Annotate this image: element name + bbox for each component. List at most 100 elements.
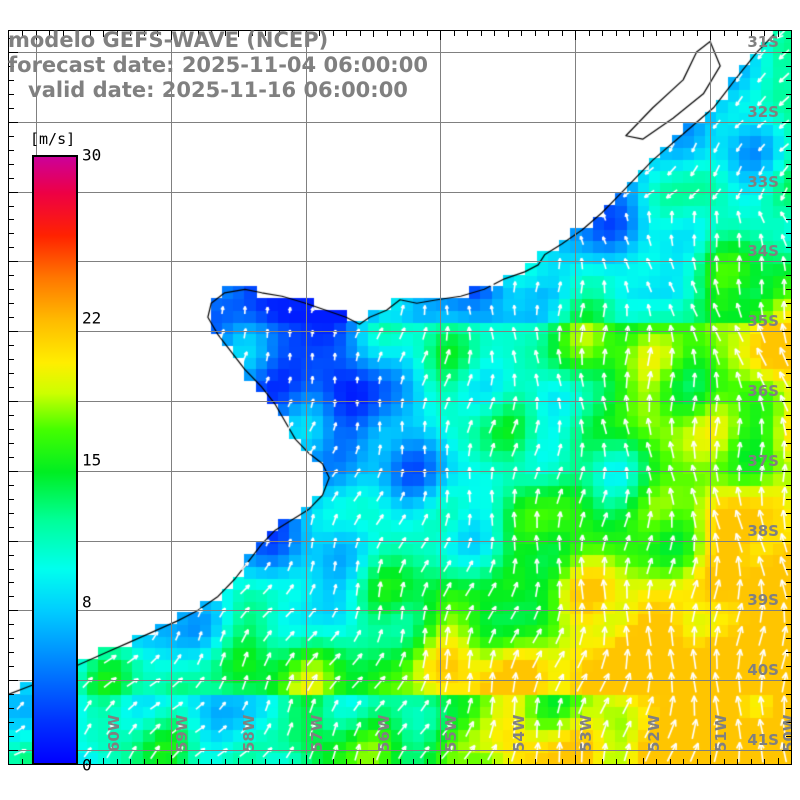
tick-lon-minor [710, 31, 711, 36]
gridline-lat [9, 52, 791, 53]
tick-lat-minor [9, 680, 14, 681]
tick-lat-minor [786, 401, 791, 402]
tick-lon-minor [171, 31, 172, 36]
tick-lat-minor [9, 499, 14, 500]
tick-lon-minor [211, 31, 212, 36]
tick-lat-minor [9, 541, 14, 542]
latitude-label: 32S [747, 103, 779, 121]
tick-lon-minor [697, 31, 698, 36]
tick-lon-minor [535, 31, 536, 36]
gridline-lat [9, 401, 791, 402]
tick-lon-minor [413, 31, 414, 36]
tick-lon-minor [602, 759, 603, 764]
tick-lat-minor [9, 666, 14, 667]
tick-lon-minor [279, 31, 280, 36]
tick-lon-minor [22, 31, 23, 36]
tick-lat-minor [9, 66, 14, 67]
map-plot-area [9, 31, 791, 764]
tick-lat-minor [786, 736, 791, 737]
tick-lon-minor [346, 31, 347, 36]
tick-lat-minor [9, 694, 14, 695]
tick-lon-minor [643, 31, 644, 36]
tick-lon-minor [373, 31, 374, 36]
tick-lon-minor [562, 759, 563, 764]
figure-title-block: modelo GEFS-WAVE (NCEP) forecast date: 2… [8, 28, 428, 103]
tick-lat-minor [9, 331, 14, 332]
tick-lon-minor [292, 759, 293, 764]
tick-lat-minor [786, 485, 791, 486]
gridline-lon [306, 31, 307, 764]
tick-lat-minor [9, 359, 14, 360]
tick-lat-minor [786, 457, 791, 458]
longitude-label: 60W [105, 714, 123, 752]
tick-lon-minor [670, 759, 671, 764]
tick-lat-minor [786, 694, 791, 695]
tick-lon-minor [387, 759, 388, 764]
tick-lon-minor [697, 759, 698, 764]
tick-lon-minor [373, 759, 374, 764]
tick-lat-minor [786, 387, 791, 388]
tick-lon-minor [643, 759, 644, 764]
colorbar-tick-label: 30 [82, 145, 102, 165]
tick-lon-minor [238, 759, 239, 764]
tick-lat-minor [786, 750, 791, 751]
tick-lat-minor [786, 582, 791, 583]
tick-lon-minor [481, 759, 482, 764]
tick-lon-minor [616, 759, 617, 764]
tick-lon-minor [589, 31, 590, 36]
tick-lat-minor [9, 485, 14, 486]
tick-lon-minor [454, 759, 455, 764]
tick-lon-minor [319, 31, 320, 36]
tick-lat-minor [9, 596, 14, 597]
tick-lon-minor [751, 31, 752, 36]
tick-lon-minor [548, 31, 549, 36]
tick-lat-minor [9, 582, 14, 583]
tick-lat-minor [786, 443, 791, 444]
tick-lon-minor [440, 759, 441, 764]
tick-lon-minor [508, 31, 509, 36]
tick-lat-minor [9, 206, 14, 207]
tick-lon-minor [387, 31, 388, 36]
tick-lat-minor [9, 164, 14, 165]
gridline-lat [9, 541, 791, 542]
longitude-label: 52W [645, 714, 663, 752]
gridline-lat [9, 122, 791, 123]
tick-lon-minor [117, 31, 118, 36]
tick-lon-minor [724, 759, 725, 764]
tick-lat-minor [786, 80, 791, 81]
tick-lat-minor [9, 555, 14, 556]
tick-lon-minor [413, 759, 414, 764]
tick-lon-minor [319, 759, 320, 764]
tick-lon-minor [117, 759, 118, 764]
tick-lon-minor [778, 31, 779, 36]
tick-lat-minor [9, 108, 14, 109]
longitude-label: 50W [780, 714, 792, 752]
tick-lat-minor [786, 722, 791, 723]
model-name-line: modelo GEFS-WAVE (NCEP) [8, 28, 329, 52]
tick-lat-minor [786, 569, 791, 570]
tick-lon-minor [778, 759, 779, 764]
colorbar-tick-label: 0 [82, 755, 92, 775]
tick-lat-minor [786, 624, 791, 625]
tick-lon-minor [130, 31, 131, 36]
tick-lat-minor [9, 527, 14, 528]
tick-lon-minor [90, 759, 91, 764]
tick-lon-minor [656, 759, 657, 764]
tick-lon-minor [602, 31, 603, 36]
tick-lat-minor [9, 192, 14, 193]
tick-lat-minor [9, 219, 14, 220]
tick-lat-minor [786, 38, 791, 39]
tick-lat-minor [9, 373, 14, 374]
tick-lat-minor [9, 122, 14, 123]
tick-lat-minor [9, 247, 14, 248]
tick-lat-minor [786, 527, 791, 528]
tick-lat-minor [9, 261, 14, 262]
latitude-label: 35S [747, 312, 779, 330]
tick-lon-minor [360, 759, 361, 764]
tick-lat-minor [9, 457, 14, 458]
tick-lat-minor [9, 52, 14, 53]
tick-lat-minor [786, 192, 791, 193]
latitude-label: 41S [747, 731, 779, 749]
longitude-label: 55W [442, 714, 460, 752]
